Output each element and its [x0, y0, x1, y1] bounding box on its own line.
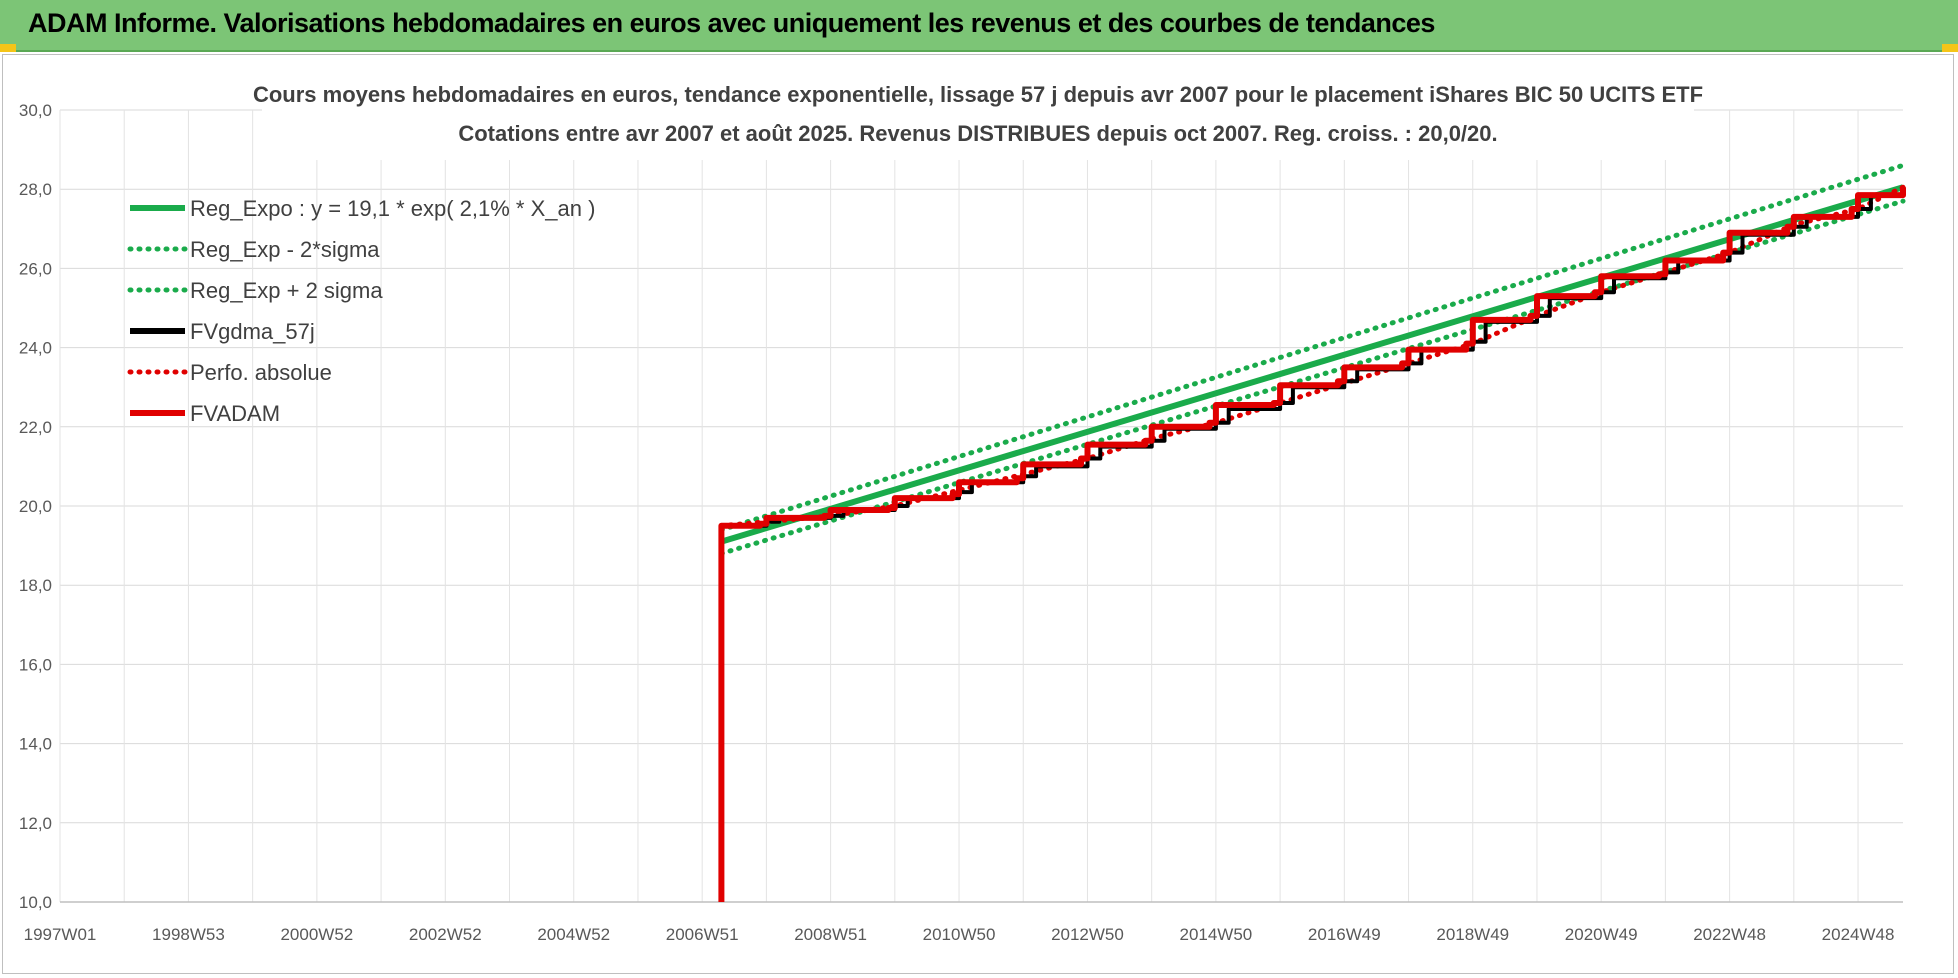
y-tick-label: 10,0 [19, 893, 52, 912]
x-tick-label: 2006W51 [666, 925, 739, 944]
corner-marker-right [1942, 44, 1958, 52]
y-tick-label: 30,0 [19, 101, 52, 120]
x-tick-label: 2004W52 [537, 925, 610, 944]
series-line [718, 162, 1906, 533]
x-tick-label: 2018W49 [1436, 925, 1509, 944]
y-tick-label: 22,0 [19, 418, 52, 437]
x-tick-label: 2012W50 [1051, 925, 1124, 944]
series-line [720, 184, 1904, 545]
x-tick-label: 2020W49 [1565, 925, 1638, 944]
y-tick-label: 24,0 [19, 339, 52, 358]
x-tick-label: 2000W52 [280, 925, 353, 944]
y-tick-label: 18,0 [19, 576, 52, 595]
y-tick-label: 12,0 [19, 814, 52, 833]
legend-label: Reg_Exp - 2*sigma [190, 237, 380, 262]
legend-label: FVADAM [190, 401, 280, 426]
x-tick-label: 2024W48 [1822, 925, 1895, 944]
legend-label: FVgdma_57j [190, 319, 315, 344]
x-tick-label: 2002W52 [409, 925, 482, 944]
grid-layer [59, 109, 1903, 903]
x-tick-label: 2016W49 [1308, 925, 1381, 944]
legend-label: Reg_Expo : y = 19,1 * exp( 2,1% * X_an ) [190, 196, 595, 221]
header-banner: ADAM Informe. Valorisations hebdomadaire… [0, 0, 1958, 52]
x-tick-label: 2008W51 [794, 925, 867, 944]
legend-label: Reg_Exp + 2 sigma [190, 278, 383, 303]
y-tick-label: 28,0 [19, 180, 52, 199]
x-tick-label: 2010W50 [923, 925, 996, 944]
x-tick-label: 1998W53 [152, 925, 225, 944]
page-title: ADAM Informe. Valorisations hebdomadaire… [28, 8, 1435, 38]
y-tick-label: 20,0 [19, 497, 52, 516]
y-axis-tick-labels: 10,0 12,0 14,0 16,0 18,0 20,0 22,0 24,0 26,0 28,0… [19, 101, 52, 912]
y-tick-label: 16,0 [19, 655, 52, 674]
legend-label: Perfo. absolue [190, 360, 332, 385]
series-line [718, 187, 1906, 902]
x-tick-label: 2022W48 [1693, 925, 1766, 944]
x-tick-label: 2014W50 [1179, 925, 1252, 944]
x-axis-tick-labels: 1997W01 1998W53 2000W52 2002W52 2004W52 2006W… [24, 925, 1895, 944]
corner-marker-left [0, 44, 16, 52]
chart-frame [2, 54, 1954, 974]
title-background [262, 76, 1694, 160]
legend: Reg_Expo : y = 19,1 * exp( 2,1% * X_an )… [127, 196, 595, 426]
series-layer [718, 162, 1906, 902]
y-tick-label: 26,0 [19, 259, 52, 278]
chart-title: Cours moyens hebdomadaires en euros, ten… [253, 82, 1703, 107]
x-tick-label: 1997W01 [24, 925, 97, 944]
y-tick-label: 14,0 [19, 735, 52, 754]
series-line [718, 184, 1906, 529]
chart-subtitle: Cotations entre avr 2007 et août 2025. R… [458, 121, 1497, 146]
